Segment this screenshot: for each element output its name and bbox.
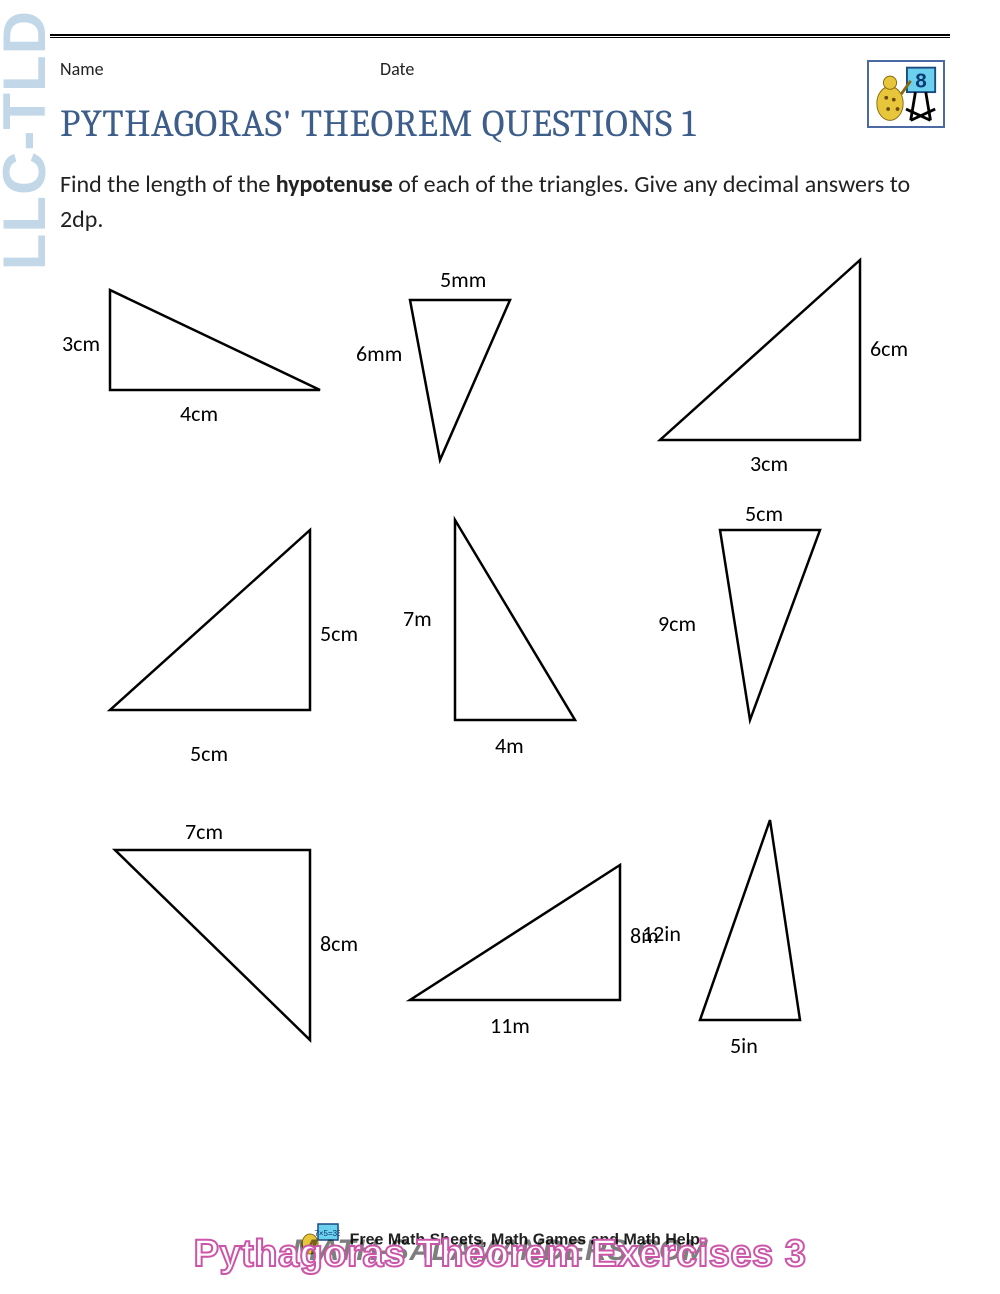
triangle-4-label-1: 5cm — [320, 620, 358, 647]
triangle-6: 5cm9cm — [650, 510, 870, 740]
footer-overlay-watermark: Pythagoras Theorem Exercises 3 — [0, 1233, 1000, 1276]
triangle-1: 3cm4cm — [70, 280, 330, 420]
triangles-area: 3cm4cm5mm6mm6cm3cm5cm5cm7m4m5cm9cm7cm8cm… — [40, 260, 960, 1164]
triangle-2-label-2: 6mm — [356, 340, 402, 367]
triangle-5-label-1: 7m — [403, 605, 432, 632]
triangle-7-label-1: 7cm — [185, 818, 223, 845]
triangle-4: 5cm5cm — [90, 510, 330, 740]
instructions-pre: Find the length of the — [60, 170, 276, 199]
triangle-2: 5mm6mm — [370, 270, 550, 470]
triangle-8: 8m11m — [380, 830, 640, 1030]
triangle-8-label-2: 11m — [490, 1012, 530, 1039]
grade-number: 8 — [915, 69, 927, 92]
page-title: PYTHAGORAS' THEOREM QUESTIONS 1 — [60, 102, 696, 146]
triangle-2-label-1: 5mm — [440, 266, 486, 293]
triangle-1-label-2: 4cm — [180, 400, 218, 427]
name-label: Name — [60, 58, 104, 80]
date-label: Date — [380, 58, 414, 80]
triangle-6-label-1: 5cm — [745, 500, 783, 527]
triangle-5-label-2: 4m — [495, 732, 524, 759]
triangle-9-label-2: 5in — [730, 1032, 758, 1059]
triangle-4-label-2: 5cm — [190, 740, 228, 767]
triangle-9: 12in5in — [650, 800, 850, 1050]
grade-logo: 8 — [867, 60, 945, 128]
triangle-7: 7cm 8cm — [80, 820, 360, 1060]
side-watermark: LLC-TLD — [0, 10, 59, 270]
header-row: Name Date — [60, 58, 940, 80]
triangle-1-label-1: 3cm — [62, 330, 100, 357]
triangle-5: 7m4m — [400, 510, 600, 750]
instructions: Find the length of the hypotenuse of eac… — [60, 168, 920, 238]
triangle-3: 6cm3cm — [630, 240, 890, 470]
triangle-3-label-2: 3cm — [750, 450, 788, 477]
top-rule — [50, 34, 950, 38]
triangle-6-label-2: 9cm — [658, 610, 696, 637]
triangle-7-label-2: 8cm — [320, 930, 358, 957]
triangle-9-label-1: 12in — [642, 920, 681, 947]
triangle-3-label-1: 6cm — [870, 335, 908, 362]
instructions-bold: hypotenuse — [276, 170, 393, 199]
